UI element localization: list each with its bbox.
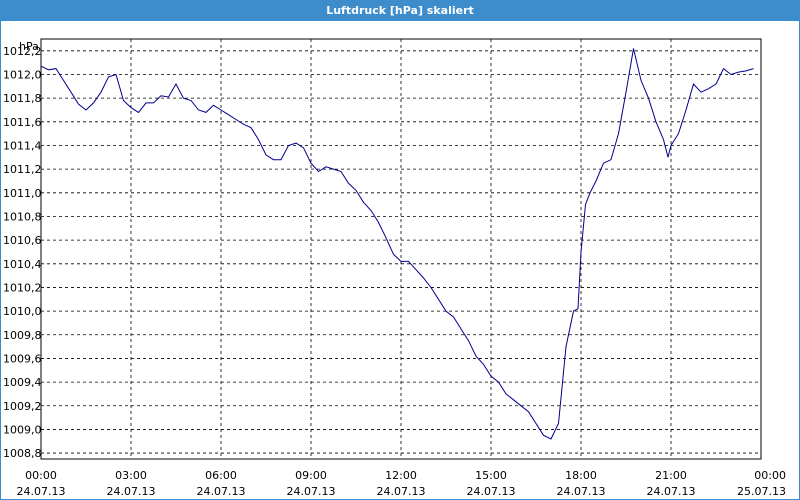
grid-lines [41, 39, 761, 459]
y-tick-label: 1009,6 [3, 352, 42, 365]
y-tick-label: 1010,8 [3, 210, 42, 223]
x-tick-date-label: 24.07.13 [377, 485, 426, 498]
y-tick-label: 1010,0 [3, 305, 42, 318]
y-tick-label: 1011,4 [3, 139, 42, 152]
y-tick-label: 1009,8 [3, 329, 42, 342]
y-tick-label: 1010,2 [3, 281, 42, 294]
x-tick-time-label: 00:00 [754, 469, 786, 482]
x-tick-time-label: 00:00 [25, 469, 57, 482]
y-tick-label: 1009,4 [3, 376, 42, 389]
x-tick-time-label: 18:00 [565, 469, 597, 482]
x-tick-date-label: 25.07.13 [737, 485, 786, 498]
y-tick-label: 1011,6 [3, 116, 42, 129]
x-tick-time-label: 21:00 [655, 469, 687, 482]
x-tick-time-label: 12:00 [385, 469, 417, 482]
y-tick-label: 1011,8 [3, 92, 42, 105]
pressure-chart: hPa 1012,2 1012,0 1011,8 1011,6 1011,4 1011,2… [3, 38, 786, 498]
x-tick-labels: 00:00 24.07.13 03:00 24.07.13 06:00 24.07.13 0… [17, 469, 786, 498]
y-tick-label: 1011,0 [3, 187, 42, 200]
x-tick-time-label: 09:00 [295, 469, 327, 482]
pressure-series-line [40, 48, 754, 440]
y-tick-label: 1012,2 [3, 45, 42, 58]
x-tick-time-label: 03:00 [115, 469, 147, 482]
y-tick-label: 1010,6 [3, 234, 42, 247]
x-tick-date-label: 24.07.13 [467, 485, 516, 498]
x-tick-date-label: 24.07.13 [17, 485, 66, 498]
y-tick-label: 1009,2 [3, 400, 42, 413]
y-tick-label: 1012,0 [3, 68, 42, 81]
y-tick-label: 1011,2 [3, 163, 42, 176]
x-tick-date-label: 24.07.13 [287, 485, 336, 498]
chart-title: Luftdruck [hPa] skaliert [1, 1, 799, 21]
x-tick-time-label: 06:00 [205, 469, 237, 482]
y-tick-label: 1008,8 [3, 447, 42, 460]
x-tick-date-label: 24.07.13 [647, 485, 696, 498]
y-tick-labels: 1012,2 1012,0 1011,8 1011,6 1011,4 1011,2 1011… [3, 45, 42, 460]
x-tick-time-label: 15:00 [475, 469, 507, 482]
plot-frame [40, 38, 762, 460]
y-tick-label: 1010,4 [3, 258, 42, 271]
x-tick-date-label: 24.07.13 [197, 485, 246, 498]
x-tick-date-label: 24.07.13 [557, 485, 606, 498]
x-tick-date-label: 24.07.13 [107, 485, 156, 498]
y-tick-label: 1009,0 [3, 423, 42, 436]
y-axis-unit-label: hPa [19, 40, 39, 53]
